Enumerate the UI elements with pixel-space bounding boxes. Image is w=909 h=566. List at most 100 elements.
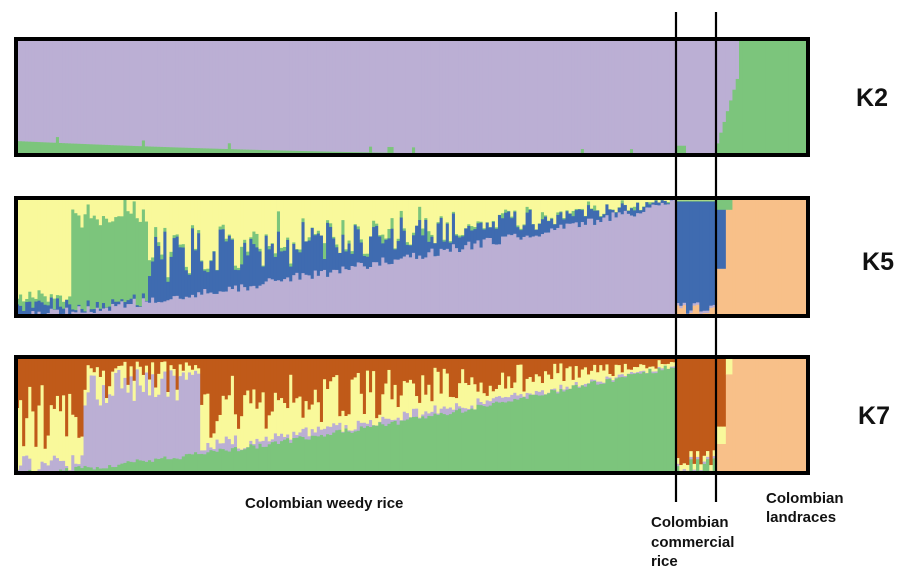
ancestry-bar-segment: [565, 368, 570, 388]
ancestry-bar-segment: [169, 370, 174, 460]
ancestry-bar-segment: [544, 198, 548, 216]
ancestry-bar-segment: [111, 303, 115, 317]
ancestry-bar-segment: [574, 39, 579, 156]
ancestry-bar-segment: [178, 39, 183, 148]
ancestry-bar-segment: [712, 39, 717, 156]
ancestry-bar-segment: [636, 213, 640, 317]
ancestry-bar-segment: [537, 236, 542, 317]
ancestry-bar-segment: [550, 228, 554, 317]
ancestry-bar-segment: [49, 460, 54, 473]
ancestry-bar-segment: [344, 425, 349, 429]
ancestry-bar-segment: [387, 198, 392, 230]
ancestry-bar-segment: [608, 220, 613, 317]
ancestry-bar-segment: [249, 39, 253, 151]
ancestry-bar-segment: [519, 357, 524, 365]
ancestry-bar-segment: [175, 234, 180, 238]
ancestry-bar-segment: [513, 392, 517, 400]
ancestry-bar-segment: [221, 449, 226, 474]
ancestry-bar-segment: [696, 451, 700, 458]
ancestry-bar-segment: [132, 357, 137, 382]
ancestry-bar-segment: [212, 433, 217, 450]
ancestry-bar-segment: [702, 201, 707, 312]
ancestry-bar-segment: [801, 357, 806, 474]
ancestry-bar-segment: [200, 198, 204, 261]
ancestry-bar-segment: [55, 137, 60, 156]
ancestry-bar-segment: [528, 357, 533, 378]
ancestry-bar-segment: [89, 357, 94, 369]
ancestry-bar-segment: [663, 204, 668, 317]
ancestry-bar-segment: [304, 39, 309, 152]
ancestry-bar-segment: [120, 357, 125, 367]
ancestry-bar-segment: [169, 459, 174, 474]
ancestry-bar-segment: [108, 465, 112, 474]
ancestry-bar-segment: [169, 39, 174, 148]
ancestry-bar-segment: [778, 198, 783, 317]
ancestry-bar-segment: [298, 357, 303, 397]
ancestry-bar-segment: [160, 254, 164, 260]
ancestry-bar-segment: [729, 39, 734, 101]
ancestry-bar-segment: [332, 39, 336, 153]
ancestry-bar-segment: [778, 357, 783, 474]
ancestry-bar-segment: [95, 144, 100, 156]
ancestry-bar-segment: [304, 439, 309, 474]
ancestry-bar-segment: [439, 216, 444, 219]
ancestry-bar-segment: [206, 442, 210, 453]
ancestry-bar-segment: [580, 198, 585, 210]
ancestry-bar-segment: [654, 39, 659, 156]
ancestry-bar-segment: [365, 268, 370, 317]
ancestry-bar-segment: [120, 198, 125, 217]
ancestry-bar-segment: [194, 452, 198, 474]
ancestry-bar-segment: [629, 357, 634, 371]
ancestry-bar-segment: [40, 357, 45, 386]
ancestry-bar-segment: [482, 228, 487, 230]
ancestry-bar-segment: [326, 426, 330, 435]
ancestry-bar-segment: [729, 374, 734, 474]
ancestry-bar-segment: [289, 442, 293, 474]
ancestry-bar-segment: [298, 396, 303, 433]
ancestry-bar-segment: [237, 149, 241, 156]
ancestry-bar-segment: [190, 357, 195, 371]
ancestry-bar-segment: [384, 357, 389, 384]
ancestry-bar-segment: [353, 198, 358, 225]
ancestry-bar-segment: [341, 357, 346, 412]
ancestry-bar-segment: [528, 393, 533, 396]
ancestry-bar-segment: [408, 357, 413, 381]
ancestry-bar-segment: [25, 418, 29, 456]
ancestry-bar-segment: [540, 212, 545, 220]
ancestry-bar-segment: [184, 147, 189, 156]
ancestry-bar-segment: [22, 456, 26, 474]
ancestry-bar-segment: [682, 200, 687, 202]
ancestry-bar-segment: [77, 464, 82, 467]
ancestry-bar-segment: [240, 264, 244, 285]
ancestry-bar-segment: [175, 400, 180, 459]
ancestry-bar-segment: [316, 402, 321, 428]
ancestry-bar-segment: [221, 148, 226, 156]
ancestry-bar-segment: [418, 417, 422, 420]
ancestry-bar-segment: [513, 211, 517, 235]
ancestry-bar-segment: [77, 466, 82, 474]
ancestry-bar-segment: [408, 244, 413, 246]
ancestry-bar-segment: [19, 39, 23, 142]
ancestry-bar-segment: [666, 357, 671, 365]
ancestry-bar-segment: [537, 376, 542, 393]
ancestry-bar-segment: [25, 39, 29, 142]
ancestry-bar-segment: [347, 198, 352, 241]
ancestry-bar-segment: [74, 39, 78, 145]
ancestry-bar-segment: [405, 242, 410, 246]
ancestry-bar-segment: [80, 308, 85, 314]
ancestry-bar-segment: [614, 39, 619, 156]
ancestry-bar-segment: [412, 357, 416, 384]
ancestry-bar-segment: [138, 357, 143, 368]
ancestry-bar-segment: [114, 306, 118, 317]
ancestry-bar-segment: [682, 39, 687, 147]
ancestry-bar-segment: [258, 402, 263, 442]
ancestry-bar-segment: [418, 402, 422, 419]
ancestry-bar-segment: [347, 39, 352, 153]
ancestry-bar-segment: [286, 39, 290, 152]
ancestry-bar-segment: [602, 383, 606, 474]
ancestry-bar-segment: [233, 39, 238, 150]
ancestry-bar-segment: [528, 198, 533, 210]
ancestry-bar-segment: [735, 198, 740, 317]
group-label-landraces-line-1: Colombian: [766, 490, 844, 507]
ancestry-bar-segment: [494, 244, 499, 317]
